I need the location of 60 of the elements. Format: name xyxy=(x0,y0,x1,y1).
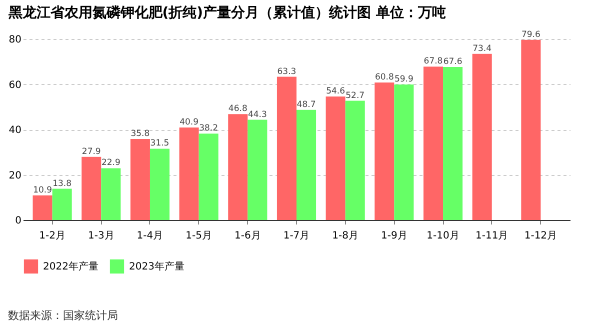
x-tick-label: 1-9月 xyxy=(381,230,408,242)
data-label: 67.8 xyxy=(424,56,443,67)
data-label: 46.8 xyxy=(228,104,248,114)
y-tick-label: 80 xyxy=(8,34,22,46)
data-label: 44.3 xyxy=(248,110,267,120)
data-label: 35.8 xyxy=(130,129,150,140)
bar xyxy=(82,156,102,220)
x-tick-label: 1-4月 xyxy=(136,230,164,242)
x-tick-label: 1-7月 xyxy=(283,230,310,242)
bar xyxy=(374,82,394,220)
data-label: 13.8 xyxy=(52,178,72,189)
y-tick-label: 60 xyxy=(8,80,22,91)
bar xyxy=(276,76,296,220)
data-label: 31.5 xyxy=(150,138,170,149)
x-tick-label: 1-8月 xyxy=(332,230,359,242)
data-label: 48.7 xyxy=(296,100,316,110)
bar xyxy=(150,148,170,220)
bar xyxy=(52,188,72,220)
bar xyxy=(394,84,414,220)
data-label: 59.9 xyxy=(394,74,414,84)
data-label: 54.6 xyxy=(326,86,346,96)
bar xyxy=(326,96,346,220)
bar xyxy=(472,54,492,220)
x-tick-label: 1-3月 xyxy=(88,230,114,242)
bar xyxy=(101,168,121,220)
data-label: 73.4 xyxy=(472,44,492,54)
bar xyxy=(423,66,444,220)
x-tick-label: 1-10月 xyxy=(426,230,460,242)
data-label: 63.3 xyxy=(277,66,296,77)
data-label: 40.9 xyxy=(180,117,199,128)
y-tick-label: 0 xyxy=(15,216,22,226)
x-tick-label: 1-5月 xyxy=(186,230,212,242)
data-label: 67.6 xyxy=(443,57,462,68)
x-tick-label: 1-11月 xyxy=(476,230,508,242)
legend-label: 2022年产量 xyxy=(43,260,98,272)
bar xyxy=(228,114,248,220)
y-tick-label: 20 xyxy=(8,170,22,182)
legend-label: 2023年产量 xyxy=(129,260,184,272)
bar xyxy=(345,100,365,220)
data-label: 79.6 xyxy=(521,30,540,40)
chart-title: 黑龙江省农用氮磷钾化肥(折纯)产量分月（累计值）统计图 单位：万吨 xyxy=(7,4,446,21)
bar xyxy=(32,195,52,220)
bar xyxy=(130,139,150,220)
data-label: 10.9 xyxy=(33,185,52,196)
bar xyxy=(443,67,463,220)
bar xyxy=(179,127,199,220)
data-label: 22.9 xyxy=(101,158,120,168)
bar xyxy=(198,134,218,220)
x-tick-label: 1-6月 xyxy=(234,230,261,242)
y-tick-label: 40 xyxy=(8,125,22,136)
data-label: 60.8 xyxy=(374,72,394,82)
source-note: 数据来源：国家统计局 xyxy=(8,308,118,323)
x-tick-label: 1-2月 xyxy=(39,230,66,242)
bar xyxy=(248,120,268,220)
bar xyxy=(521,40,541,220)
bar xyxy=(296,110,316,220)
data-label: 27.9 xyxy=(82,146,101,157)
data-label: 52.7 xyxy=(346,90,365,101)
data-label: 38.2 xyxy=(199,124,218,134)
x-tick-label: 1-12月 xyxy=(524,230,558,242)
